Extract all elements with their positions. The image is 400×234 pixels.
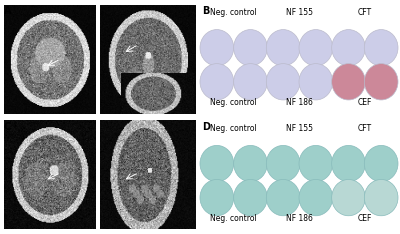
Text: NF 155: NF 155: [286, 8, 312, 17]
Ellipse shape: [364, 29, 398, 66]
Text: NF 186: NF 186: [286, 98, 312, 107]
Text: A: A: [4, 6, 12, 16]
Ellipse shape: [266, 64, 300, 100]
Ellipse shape: [299, 145, 333, 182]
Text: NF 155: NF 155: [286, 124, 312, 133]
Ellipse shape: [299, 64, 333, 100]
Ellipse shape: [364, 179, 398, 216]
Text: Neg. control: Neg. control: [210, 98, 257, 107]
Ellipse shape: [234, 29, 267, 66]
Ellipse shape: [200, 145, 234, 182]
Text: Neg. control: Neg. control: [210, 214, 257, 223]
Text: C: C: [4, 122, 11, 132]
Ellipse shape: [266, 29, 300, 66]
Ellipse shape: [266, 145, 300, 182]
Text: D: D: [202, 122, 210, 132]
Text: CEF: CEF: [357, 214, 372, 223]
Ellipse shape: [200, 179, 234, 216]
Ellipse shape: [364, 145, 398, 182]
Text: CFT: CFT: [357, 8, 372, 17]
Ellipse shape: [332, 145, 365, 182]
Ellipse shape: [234, 145, 267, 182]
Text: Neg. control: Neg. control: [210, 124, 257, 133]
Ellipse shape: [200, 29, 234, 66]
Text: CEF: CEF: [357, 98, 372, 107]
Text: Neg. control: Neg. control: [210, 8, 257, 17]
Ellipse shape: [234, 179, 267, 216]
Ellipse shape: [200, 64, 234, 100]
Ellipse shape: [332, 29, 365, 66]
Ellipse shape: [234, 64, 267, 100]
Text: NF 186: NF 186: [286, 214, 312, 223]
Ellipse shape: [332, 179, 365, 216]
Ellipse shape: [332, 64, 365, 100]
Ellipse shape: [364, 64, 398, 100]
Ellipse shape: [299, 29, 333, 66]
Text: B: B: [202, 6, 209, 16]
Ellipse shape: [299, 179, 333, 216]
Ellipse shape: [266, 179, 300, 216]
Text: CFT: CFT: [357, 124, 372, 133]
